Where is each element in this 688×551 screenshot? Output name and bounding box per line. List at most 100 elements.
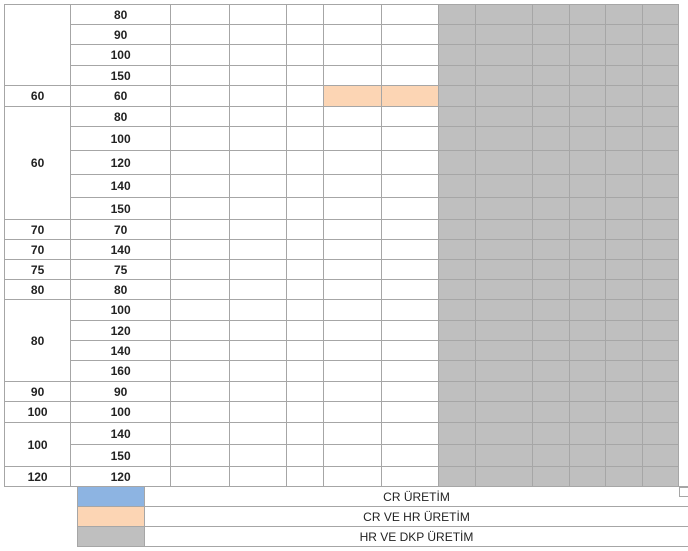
data-cell [569, 466, 607, 487]
data-cell [170, 279, 230, 300]
data-cell [605, 401, 644, 423]
data-cell [438, 259, 476, 280]
table-row: 70 70 [3, 219, 679, 240]
data-cell [438, 126, 476, 151]
data-cell [286, 360, 325, 382]
data-cell [474, 85, 534, 107]
data-cell [438, 150, 476, 175]
table-row: 60 60 [3, 85, 679, 107]
legend-row: HR VE DKP ÜRETİM [77, 526, 688, 547]
data-cell [286, 197, 325, 220]
production-matrix-table: 80 90 100 150 60 60 60 80 100 120 140 150 70 70 70 140 7… [3, 4, 679, 487]
data-cell [170, 422, 230, 445]
data-cell [323, 219, 382, 240]
data-cell [170, 381, 230, 402]
data-cell [642, 444, 679, 467]
data-cell [474, 106, 534, 127]
data-cell [569, 44, 607, 66]
data-cell [380, 320, 440, 341]
size-b-cell: 70 [70, 219, 172, 240]
data-cell [474, 360, 534, 382]
data-cell [380, 106, 440, 127]
data-cell [438, 422, 476, 445]
data-cell [642, 422, 679, 445]
data-cell [380, 340, 440, 361]
legend-row: CR VE HR ÜRETİM [77, 506, 688, 527]
table-row: 150 [5, 197, 679, 220]
data-cell [170, 24, 230, 45]
data-cell [532, 444, 571, 467]
data-cell [474, 126, 534, 151]
data-cell [605, 340, 644, 361]
data-cell [286, 279, 325, 300]
size-b-cell: 60 [70, 85, 172, 107]
data-cell [569, 401, 607, 423]
size-b-cell: 80 [70, 106, 172, 127]
data-cell [286, 401, 325, 423]
data-cell [532, 65, 571, 86]
data-cell [605, 299, 644, 321]
table-row: 90 90 [3, 381, 679, 402]
data-cell [474, 259, 534, 280]
data-cell [438, 320, 476, 341]
data-cell [569, 381, 607, 402]
data-cell [170, 174, 230, 198]
data-cell [569, 126, 607, 151]
table-row: 75 75 [3, 259, 679, 280]
data-cell [286, 44, 325, 66]
data-cell [474, 65, 534, 86]
data-cell [642, 150, 679, 175]
data-cell [170, 360, 230, 382]
data-cell [532, 44, 571, 66]
data-cell [170, 126, 230, 151]
data-cell [228, 340, 288, 361]
data-cell [569, 422, 607, 445]
data-cell [228, 239, 288, 260]
size-b-cell: 100 [70, 299, 172, 321]
data-cell [569, 320, 607, 341]
table-row: 100 [5, 44, 679, 66]
size-a-cell: 100 [3, 401, 72, 423]
data-cell [642, 85, 679, 107]
data-cell [170, 239, 230, 260]
size-a-cell: 70 [3, 239, 72, 260]
data-cell [532, 4, 571, 25]
data-cell [532, 299, 571, 321]
data-cell [323, 65, 382, 86]
data-cell [569, 4, 607, 25]
data-cell [569, 150, 607, 175]
data-cell [170, 106, 230, 127]
legend-label: HR VE DKP ÜRETİM [144, 526, 688, 547]
data-cell [642, 219, 679, 240]
data-cell [569, 239, 607, 260]
data-cell [286, 4, 325, 25]
data-cell [605, 24, 644, 45]
data-cell [605, 150, 644, 175]
data-cell [228, 444, 288, 467]
data-cell [642, 65, 679, 86]
data-cell [380, 279, 440, 300]
small-box [679, 487, 688, 497]
data-cell [569, 197, 607, 220]
data-cell [438, 219, 476, 240]
data-cell [569, 85, 607, 107]
data-cell [323, 320, 382, 341]
data-cell [532, 106, 571, 127]
data-cell [474, 4, 534, 25]
data-cell [532, 360, 571, 382]
legend-label: CR ÜRETİM [144, 486, 688, 507]
size-b-cell: 160 [70, 360, 172, 382]
data-cell [286, 106, 325, 127]
data-cell [380, 422, 440, 445]
data-cell [474, 24, 534, 45]
data-cell [605, 174, 644, 198]
data-cell [323, 279, 382, 300]
data-cell [380, 401, 440, 423]
data-cell [380, 85, 440, 107]
data-cell [532, 466, 571, 487]
data-cell [323, 466, 382, 487]
data-cell [438, 401, 476, 423]
data-cell [532, 422, 571, 445]
data-cell [605, 259, 644, 280]
data-cell [532, 174, 571, 198]
